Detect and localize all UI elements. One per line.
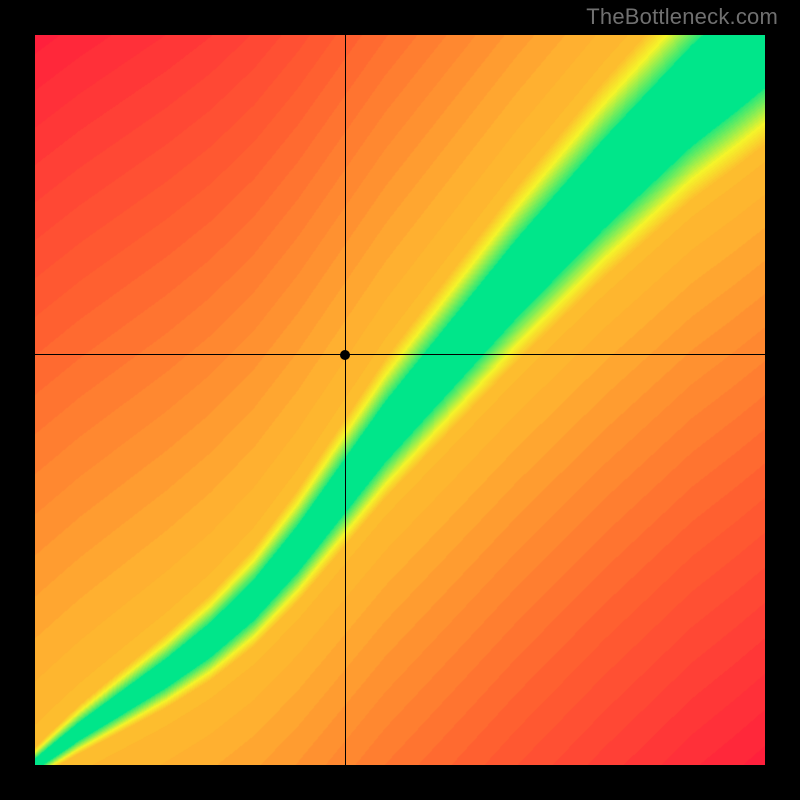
crosshair-horizontal	[35, 354, 765, 355]
watermark-text: TheBottleneck.com	[586, 4, 778, 30]
chart-container: TheBottleneck.com	[0, 0, 800, 800]
crosshair-marker	[340, 350, 350, 360]
heatmap-canvas	[35, 35, 765, 765]
plot-area	[35, 35, 765, 765]
crosshair-vertical	[345, 35, 346, 765]
